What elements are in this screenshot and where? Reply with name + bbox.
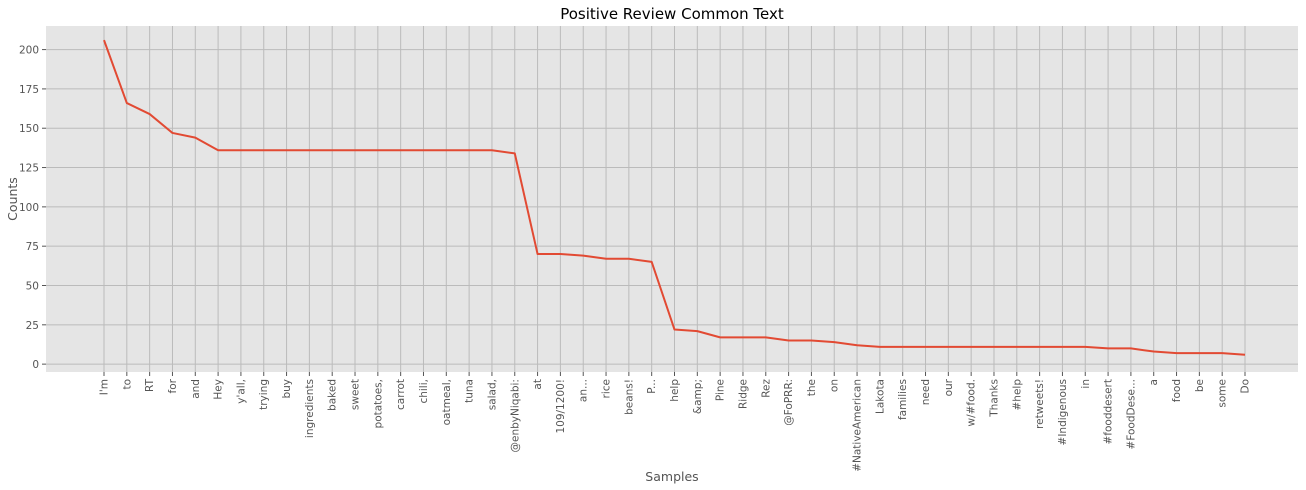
- y-tick-label: 75: [26, 241, 39, 253]
- x-axis-label: Samples: [645, 469, 698, 484]
- x-tick-label: #help: [1011, 379, 1023, 411]
- plot-background: [46, 26, 1298, 372]
- x-tick-label: oatmeal,: [441, 379, 453, 425]
- y-tick-label: 100: [19, 202, 39, 214]
- x-tick-label: #Indigenous: [1057, 379, 1069, 445]
- x-tick-label: in: [1080, 379, 1092, 389]
- x-tick-label: tuna: [464, 379, 476, 403]
- chart-title: Positive Review Common Text: [560, 5, 784, 23]
- x-tick-label: #FoodDese...: [1125, 379, 1137, 449]
- x-tick-label: chili,: [418, 379, 430, 404]
- x-tick-label: I'm: [99, 379, 111, 395]
- series-layer: [103, 39, 1246, 356]
- x-tick-label: @enbyNiqabi:: [509, 379, 521, 453]
- x-tick-label: potatoes,: [372, 379, 384, 428]
- x-tick-label: our: [943, 378, 955, 396]
- x-tick-label: food: [1171, 379, 1183, 402]
- x-tick-label: RT: [144, 378, 156, 392]
- x-tick-label: Rez: [760, 379, 772, 398]
- x-tick-label: families: [897, 379, 909, 420]
- y-axis-label: Counts: [5, 177, 20, 221]
- x-tick-label: ingredients: [304, 379, 316, 438]
- x-tick-label: trying: [258, 379, 270, 410]
- y-tick-label: 175: [19, 84, 39, 96]
- x-tick-label: Pine: [715, 379, 727, 401]
- y-tick-label: 0: [32, 359, 39, 371]
- x-tick-label: #NativeAmerican: [852, 379, 864, 472]
- x-tick-label: baked: [327, 379, 339, 411]
- x-tick-label: at: [532, 379, 544, 390]
- x-tick-label: salad,: [486, 379, 498, 410]
- x-tick-label: y'all,: [235, 379, 247, 404]
- x-tick-label: #fooddesert: [1103, 379, 1115, 445]
- x-tick-label: to: [121, 379, 133, 390]
- x-tick-label: retweets!: [1034, 379, 1046, 429]
- y-axis-ticks: 0 25 50 75 100 125 150 175 200: [19, 45, 46, 371]
- x-tick-label: and: [190, 379, 202, 399]
- x-tick-label: an...: [578, 379, 590, 402]
- x-tick-label: Lakota: [874, 379, 886, 414]
- x-tick-label: beans!: [623, 379, 635, 415]
- x-tick-label: sweet: [350, 379, 362, 410]
- x-tick-label: Do: [1240, 379, 1252, 394]
- x-tick-label: carrot: [395, 379, 407, 410]
- x-tick-label: buy: [281, 379, 293, 399]
- x-tick-label: Hey: [213, 379, 225, 400]
- x-tick-label: some: [1217, 379, 1229, 408]
- x-tick-label: Ridge: [737, 379, 749, 409]
- x-tick-label: for: [167, 378, 179, 393]
- x-tick-label: on: [829, 379, 841, 392]
- x-tick-label: help: [669, 379, 681, 402]
- x-tick-label: P...: [646, 379, 658, 394]
- x-tick-label: w/#food.: [966, 379, 978, 426]
- y-tick-label: 150: [19, 123, 39, 135]
- x-tick-label: rice: [601, 379, 613, 398]
- x-tick-label: be: [1194, 379, 1206, 392]
- y-tick-label: 50: [26, 281, 39, 293]
- x-axis-ticks: I'm to RT for and Hey y'all, trying buy ingredien…: [99, 372, 1252, 472]
- x-tick-label: a: [1148, 379, 1160, 385]
- y-tick-label: 200: [19, 45, 39, 57]
- x-tick-label: 109/1200!: [555, 379, 567, 434]
- x-tick-label: @FoPRR:: [783, 379, 795, 426]
- x-tick-label: Thanks: [988, 379, 1000, 418]
- grid-lines: [46, 26, 1298, 372]
- x-tick-label: the: [806, 379, 818, 396]
- y-tick-label: 25: [26, 320, 39, 332]
- x-tick-label: &amp;: [692, 379, 704, 414]
- x-tick-label: need: [920, 379, 932, 405]
- y-tick-label: 125: [19, 163, 39, 175]
